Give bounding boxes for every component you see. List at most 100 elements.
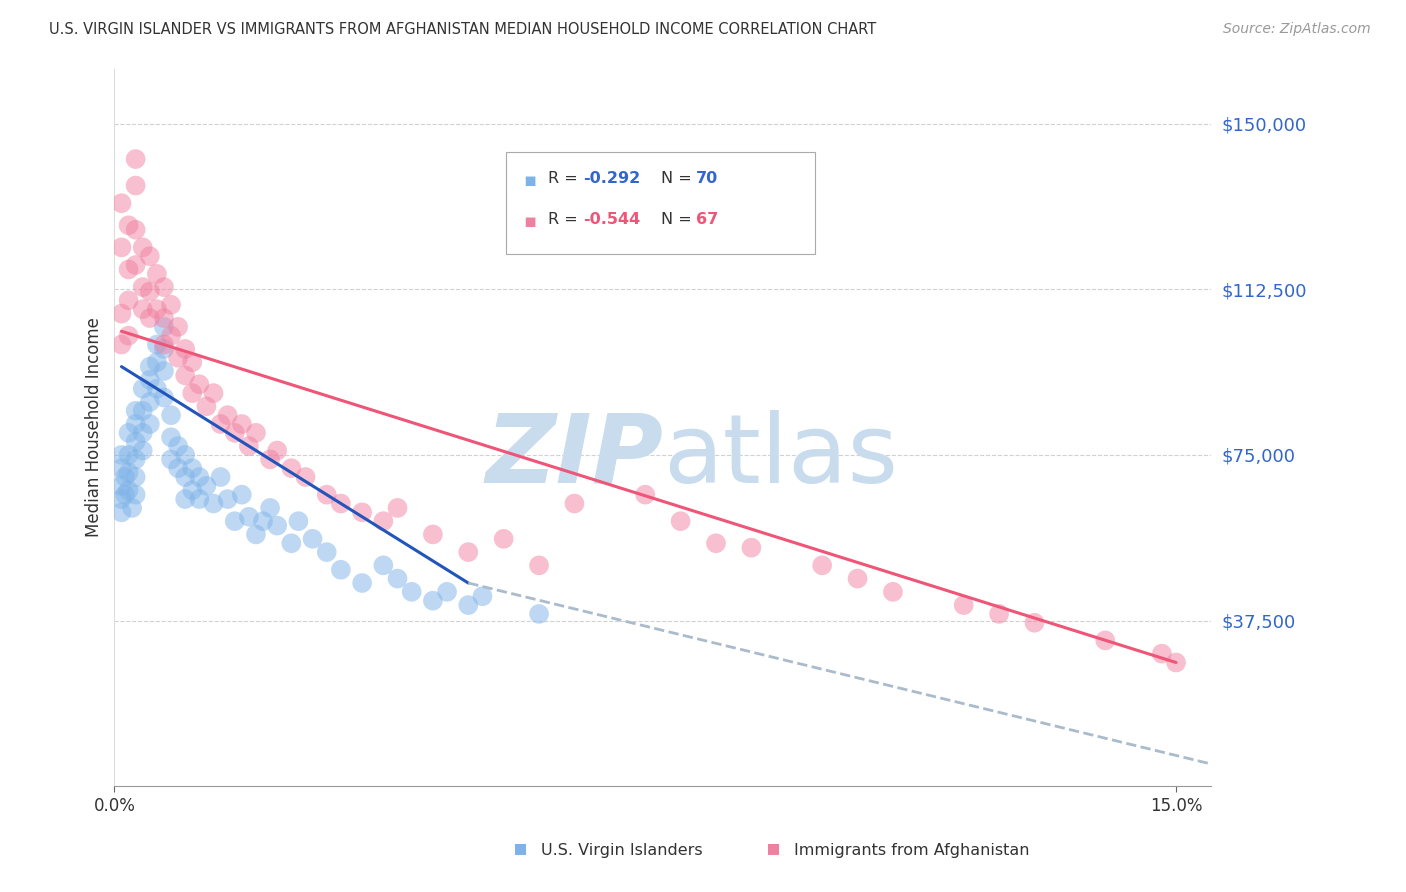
Point <box>139 417 162 431</box>
Point <box>124 178 146 193</box>
Point <box>117 425 139 440</box>
Point <box>280 461 302 475</box>
Point <box>471 589 494 603</box>
Point <box>117 328 139 343</box>
Point <box>153 319 176 334</box>
Point <box>117 219 139 233</box>
Text: ▪: ▪ <box>513 838 529 858</box>
Point <box>132 404 155 418</box>
Point <box>287 514 309 528</box>
Point <box>188 377 211 392</box>
Point <box>124 470 146 484</box>
Point <box>527 607 550 621</box>
Point <box>217 408 239 422</box>
Point <box>252 514 274 528</box>
Point <box>114 488 136 502</box>
Point <box>153 337 176 351</box>
Point <box>124 434 146 449</box>
Text: 70: 70 <box>696 171 718 186</box>
Point <box>167 461 190 475</box>
Point <box>124 404 146 418</box>
Text: R =: R = <box>548 171 583 186</box>
Point <box>110 505 132 519</box>
Point <box>634 488 657 502</box>
Text: R =: R = <box>548 212 583 227</box>
Point <box>146 302 169 317</box>
Point <box>132 240 155 254</box>
Text: ▪: ▪ <box>523 212 536 231</box>
Point <box>224 514 246 528</box>
Point <box>266 518 288 533</box>
Point <box>153 391 176 405</box>
Point <box>1094 633 1116 648</box>
Point <box>139 249 162 263</box>
Point <box>167 351 190 365</box>
Point <box>740 541 762 555</box>
Point <box>209 470 232 484</box>
Point <box>117 483 139 498</box>
Point <box>139 359 162 374</box>
Point <box>181 386 204 401</box>
Point <box>132 302 155 317</box>
Point <box>139 285 162 299</box>
Point <box>1164 656 1187 670</box>
Point <box>174 492 197 507</box>
Point <box>132 425 155 440</box>
Point <box>224 425 246 440</box>
Point <box>153 311 176 326</box>
Point <box>167 439 190 453</box>
Point <box>436 584 458 599</box>
Text: -0.292: -0.292 <box>583 171 641 186</box>
Point <box>527 558 550 573</box>
Text: N =: N = <box>661 171 697 186</box>
Point <box>259 452 281 467</box>
Point <box>231 417 253 431</box>
Point <box>315 488 337 502</box>
Text: -0.544: -0.544 <box>583 212 641 227</box>
Point <box>195 400 218 414</box>
Point <box>110 337 132 351</box>
Y-axis label: Median Household Income: Median Household Income <box>86 318 103 537</box>
Text: atlas: atlas <box>662 409 898 502</box>
Point <box>174 448 197 462</box>
Point <box>174 342 197 356</box>
Point <box>117 448 139 462</box>
Point <box>181 355 204 369</box>
Point <box>110 492 132 507</box>
Point <box>422 593 444 607</box>
Point <box>259 500 281 515</box>
Point <box>117 293 139 308</box>
Point <box>124 452 146 467</box>
Point <box>139 311 162 326</box>
Point <box>153 280 176 294</box>
Point <box>209 417 232 431</box>
Text: U.S. Virgin Islanders: U.S. Virgin Islanders <box>541 843 703 858</box>
Point <box>110 479 132 493</box>
Point <box>669 514 692 528</box>
Point <box>121 500 143 515</box>
Point <box>301 532 323 546</box>
Point <box>110 448 132 462</box>
Point <box>181 483 204 498</box>
Point <box>315 545 337 559</box>
Point <box>457 598 479 612</box>
Point <box>174 368 197 383</box>
Point <box>217 492 239 507</box>
Point <box>373 558 395 573</box>
Point <box>146 382 169 396</box>
Point <box>110 307 132 321</box>
Point <box>124 223 146 237</box>
Point <box>114 470 136 484</box>
Point <box>174 470 197 484</box>
Point <box>952 598 974 612</box>
Point <box>124 152 146 166</box>
Point <box>124 488 146 502</box>
Point <box>329 496 352 510</box>
Point <box>202 386 225 401</box>
Point <box>160 298 183 312</box>
Point <box>110 240 132 254</box>
Point <box>492 532 515 546</box>
Point <box>457 545 479 559</box>
Point <box>160 328 183 343</box>
Point <box>245 527 267 541</box>
